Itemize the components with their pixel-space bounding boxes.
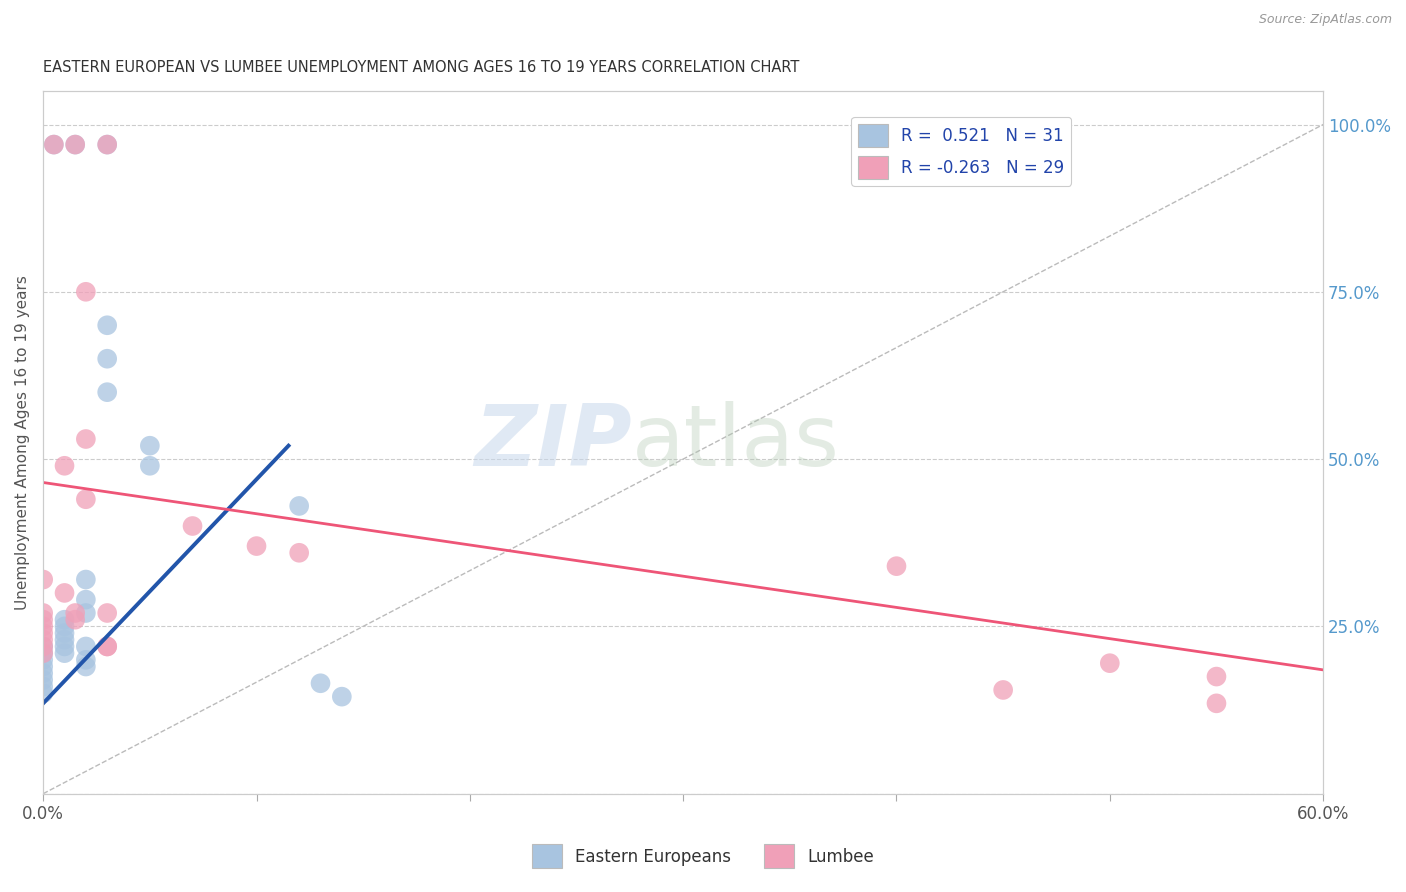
Point [53, 613, 76, 627]
Point [96, 640, 118, 654]
Point [1205, 696, 1227, 710]
Point [1098, 656, 1121, 670]
Point [75, 573, 97, 587]
Point [1205, 669, 1227, 683]
Point [53, 632, 76, 647]
Point [42, 137, 65, 152]
Point [63, 613, 86, 627]
Point [53, 640, 76, 654]
Point [75, 653, 97, 667]
Point [96, 385, 118, 400]
Point [32, 619, 55, 633]
Point [96, 137, 118, 152]
Point [32, 573, 55, 587]
Point [32, 606, 55, 620]
Point [75, 285, 97, 299]
Legend: Eastern Europeans, Lumbee: Eastern Europeans, Lumbee [524, 838, 882, 875]
Point [53, 646, 76, 660]
Point [32, 626, 55, 640]
Point [63, 137, 86, 152]
Text: ZIP: ZIP [474, 401, 631, 483]
Text: Source: ZipAtlas.com: Source: ZipAtlas.com [1258, 13, 1392, 27]
Point [53, 586, 76, 600]
Point [32, 646, 55, 660]
Point [75, 592, 97, 607]
Point [309, 676, 332, 690]
Point [32, 666, 55, 681]
Point [32, 673, 55, 687]
Point [75, 640, 97, 654]
Point [32, 632, 55, 647]
Point [245, 539, 267, 553]
Point [32, 640, 55, 654]
Point [32, 640, 55, 654]
Y-axis label: Unemployment Among Ages 16 to 19 years: Unemployment Among Ages 16 to 19 years [15, 275, 30, 610]
Legend: R =  0.521   N = 31, R = -0.263   N = 29: R = 0.521 N = 31, R = -0.263 N = 29 [852, 117, 1071, 186]
Point [991, 682, 1014, 697]
Text: atlas: atlas [631, 401, 839, 483]
Point [32, 686, 55, 700]
Point [53, 626, 76, 640]
Point [139, 458, 162, 473]
Point [96, 606, 118, 620]
Point [330, 690, 353, 704]
Point [32, 653, 55, 667]
Point [96, 351, 118, 366]
Point [32, 680, 55, 694]
Point [288, 546, 311, 560]
Point [42, 137, 65, 152]
Point [181, 519, 204, 533]
Point [32, 659, 55, 673]
Point [75, 659, 97, 673]
Text: EASTERN EUROPEAN VS LUMBEE UNEMPLOYMENT AMONG AGES 16 TO 19 YEARS CORRELATION CH: EASTERN EUROPEAN VS LUMBEE UNEMPLOYMENT … [44, 60, 800, 75]
Point [32, 613, 55, 627]
Point [32, 646, 55, 660]
Point [886, 559, 908, 574]
Point [75, 432, 97, 446]
Point [53, 458, 76, 473]
Point [96, 137, 118, 152]
Point [75, 606, 97, 620]
Point [63, 137, 86, 152]
Point [53, 619, 76, 633]
Point [139, 439, 162, 453]
Point [75, 492, 97, 507]
Point [288, 499, 311, 513]
Point [96, 318, 118, 333]
Point [63, 606, 86, 620]
Point [96, 640, 118, 654]
